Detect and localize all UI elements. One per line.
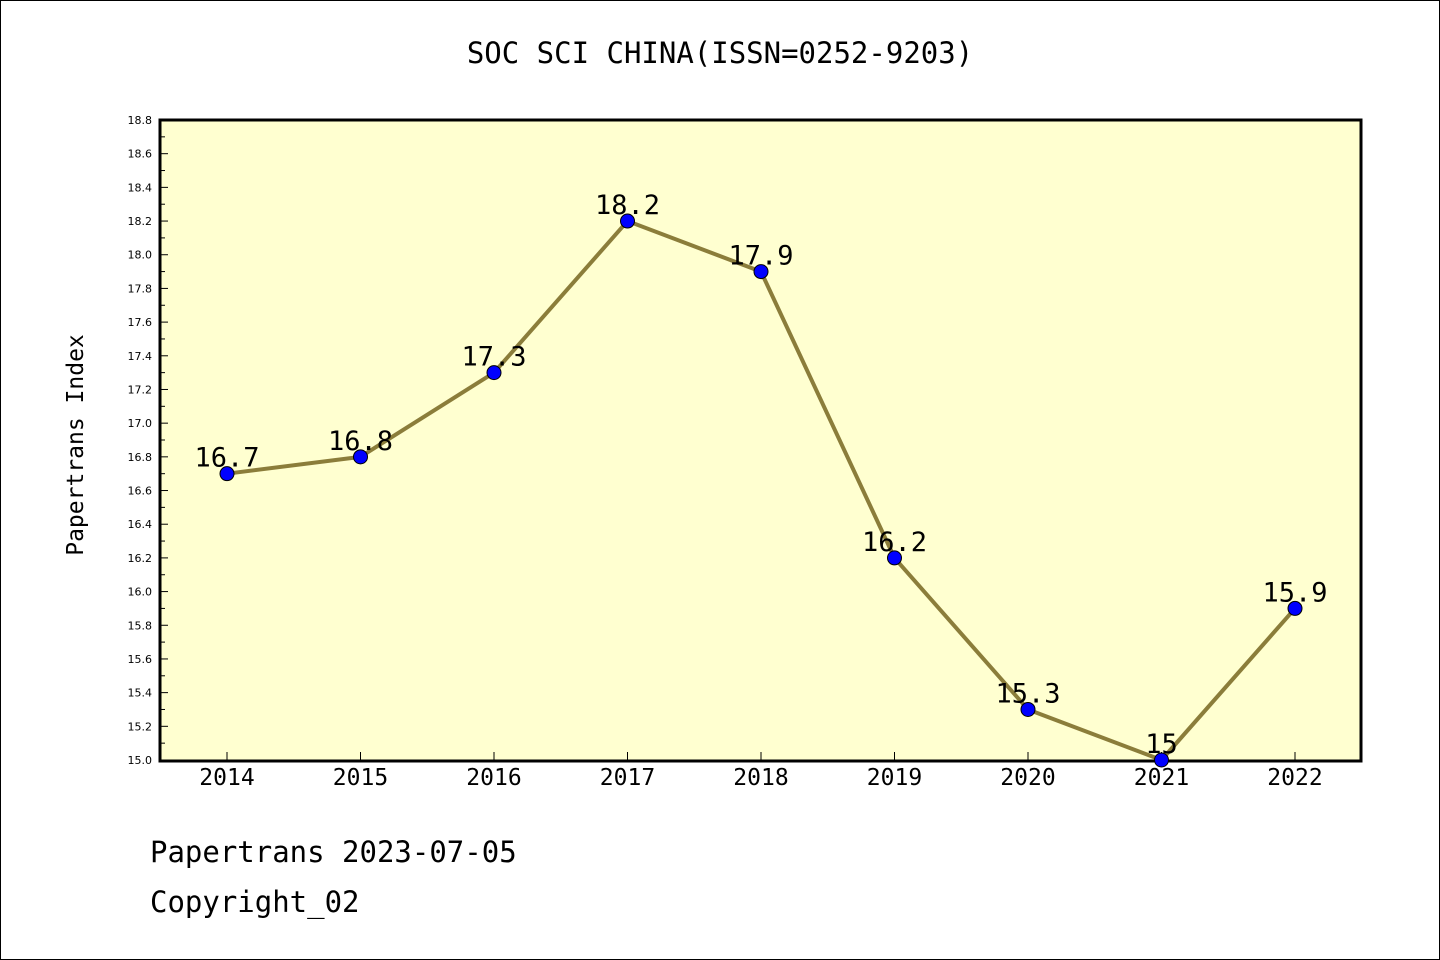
x-tick-label: 2020 xyxy=(1000,765,1055,791)
data-label: 16.7 xyxy=(194,443,259,474)
data-label: 16.8 xyxy=(328,426,393,457)
y-tick-label: 15.6 xyxy=(128,653,153,666)
y-tick-label: 18.4 xyxy=(128,181,153,194)
data-label: 15.3 xyxy=(995,678,1060,709)
marker-layer xyxy=(219,213,1303,768)
y-tick-label: 17.0 xyxy=(128,417,153,430)
y-tick-label: 16.6 xyxy=(128,485,153,498)
y-tick-label: 16.8 xyxy=(128,451,153,464)
data-point xyxy=(353,449,368,465)
y-tick-label: 18.6 xyxy=(128,148,153,161)
chart-title: SOC SCI CHINA(ISSN=0252-9203) xyxy=(466,36,974,70)
y-tick-label: 15.8 xyxy=(128,619,153,632)
y-tick-label: 16.0 xyxy=(128,586,153,599)
data-point xyxy=(753,264,769,280)
y-tick-label: 18.2 xyxy=(128,215,153,228)
footer-copyright: Copyright_02 xyxy=(150,885,360,919)
y-tick-label: 18.8 xyxy=(128,114,153,127)
y-tick-label: 15.2 xyxy=(128,720,153,733)
data-point xyxy=(620,213,635,229)
x-tick-label: 2015 xyxy=(333,765,388,791)
y-tick-label: 17.2 xyxy=(128,383,153,396)
y-tick-label: 15.4 xyxy=(128,687,153,700)
data-label: 18.2 xyxy=(595,190,660,221)
data-label: 17.3 xyxy=(461,342,526,373)
y-tick-label: 17.4 xyxy=(128,350,153,363)
data-label: 16.2 xyxy=(862,527,927,558)
plot-area xyxy=(158,118,1363,763)
x-tick-label: 2017 xyxy=(600,765,655,791)
y-tick-label: 17.6 xyxy=(128,316,153,329)
y-tick-label: 16.2 xyxy=(128,552,153,565)
data-point xyxy=(486,365,502,381)
y-tick-label: 16.4 xyxy=(128,518,153,531)
data-label: 17.9 xyxy=(728,241,793,272)
data-point xyxy=(1287,600,1303,616)
y-tick-label: 17.8 xyxy=(128,282,153,295)
data-point xyxy=(887,550,902,566)
y-tick-label: 18.0 xyxy=(128,249,153,262)
x-tick-label: 2019 xyxy=(867,765,922,791)
x-tick-label: 2022 xyxy=(1267,765,1322,791)
footer-date: Papertrans 2023-07-05 xyxy=(150,835,517,869)
y-tick-label: 15.0 xyxy=(128,754,153,767)
x-tick-label: 2016 xyxy=(466,765,521,791)
y-axis: 15.0 15.2 15.4 15.6 15.8 16.0 16.2 16.4 16.6 16.8… xyxy=(128,114,168,767)
data-label: 15.9 xyxy=(1262,577,1327,608)
data-label: 15 xyxy=(1145,729,1178,760)
data-label-layer: 16.7 16.8 17.3 18.2 17.9 16.2 15.3 15 15.9 xyxy=(194,190,1327,760)
x-axis: 2014 2015 2016 2017 2018 2019 2020 2021 2022 xyxy=(199,752,1323,791)
data-point xyxy=(219,466,235,482)
x-tick-label: 2018 xyxy=(733,765,788,791)
x-tick-label: 2021 xyxy=(1134,765,1189,791)
data-point xyxy=(1154,752,1169,768)
data-point xyxy=(1020,701,1036,717)
x-tick-label: 2014 xyxy=(199,765,254,791)
